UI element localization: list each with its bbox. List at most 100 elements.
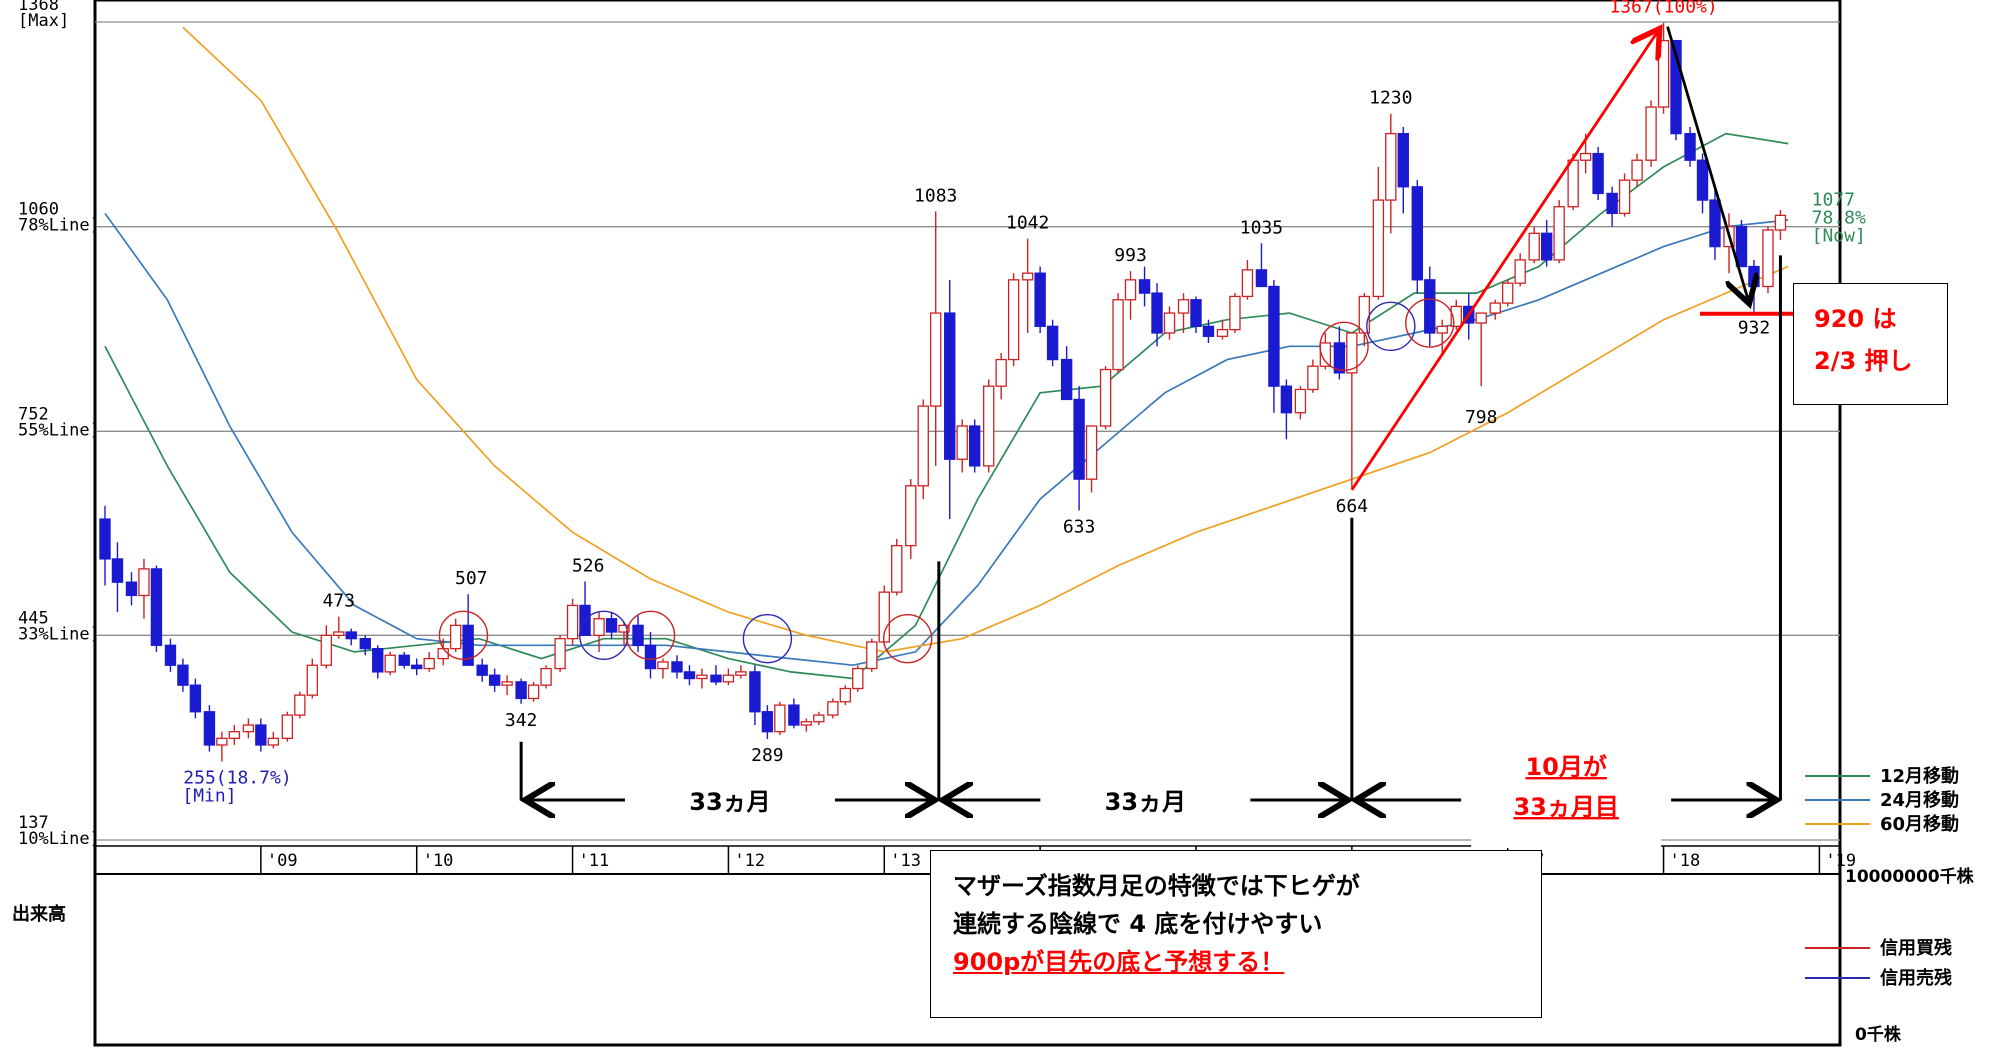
candle-down — [1268, 285, 1280, 387]
candle-up — [722, 674, 735, 683]
candle-up — [956, 425, 968, 460]
candle-up — [657, 661, 669, 670]
candle-down — [944, 312, 956, 460]
x-tick-label: '11 — [579, 851, 610, 871]
note-box: マザーズ指数月足の特徴では下ヒゲが 連続する陰線で 4 底を付けやすい 900p… — [930, 850, 1542, 1018]
candle-up — [813, 714, 825, 723]
candle-down — [345, 631, 357, 640]
candle-up — [905, 485, 917, 547]
point-label: 1230 — [1369, 88, 1412, 109]
candle-up — [242, 724, 255, 733]
legend-label: 60月移動 — [1880, 813, 1959, 835]
highlight-circle — [625, 610, 676, 661]
candle-down — [1280, 385, 1293, 414]
candle-up — [1489, 302, 1501, 314]
candle-down — [398, 654, 410, 666]
candle-down — [111, 558, 124, 583]
point-label: 993 — [1114, 245, 1147, 266]
point-label: 633 — [1063, 516, 1096, 537]
point-label: 473 — [323, 591, 356, 612]
trend-arrow-up — [1350, 29, 1660, 491]
candle-down — [476, 664, 488, 676]
candle-up — [554, 638, 566, 670]
legend-label: 信用売残 — [1880, 967, 1952, 989]
trend-arrow-down — [1666, 26, 1750, 304]
callout-line-2: 2/3 押し — [1814, 347, 1913, 375]
point-label: 1035 — [1240, 217, 1283, 238]
candle-down — [1151, 292, 1163, 334]
y-level-label: 1060 — [18, 200, 59, 220]
y-level-sublabel: 33%Line) — [18, 624, 100, 644]
candle-up — [995, 358, 1007, 387]
candle-down — [968, 425, 981, 467]
candle-up — [437, 647, 449, 660]
candle-up — [1124, 279, 1137, 301]
point-label: 1083 — [914, 185, 957, 206]
candle-down — [372, 647, 384, 673]
candle-up — [774, 704, 786, 733]
candle-up — [618, 624, 630, 633]
candle-up — [1085, 425, 1098, 480]
candle-up — [593, 618, 605, 636]
candle-up — [930, 312, 942, 407]
candle-down — [1046, 325, 1059, 361]
candle-down — [1397, 132, 1409, 188]
callout-box: 920 は 2/3 押し — [1793, 283, 1948, 405]
candle-up — [735, 671, 747, 676]
candle-up — [839, 687, 852, 703]
highlight-circle — [1366, 301, 1416, 352]
point-label: 664 — [1336, 496, 1369, 517]
candle-down — [1696, 159, 1709, 201]
point-label: 255(18.7%) — [183, 768, 291, 789]
legend-label: 24月移動 — [1880, 789, 1959, 811]
span-label-bg — [1471, 740, 1662, 848]
candle-down — [1034, 272, 1046, 327]
y-level-label: 137 — [18, 813, 49, 833]
candle-down — [1684, 132, 1696, 161]
candle-up — [1618, 179, 1631, 215]
candle-down — [462, 624, 474, 666]
candle-up — [1307, 365, 1319, 391]
candle-down — [515, 681, 527, 700]
candle-down — [164, 644, 177, 666]
candle-up — [1774, 214, 1787, 231]
candle-up — [1475, 312, 1487, 324]
candle-down — [644, 644, 657, 670]
legend-label: 信用買残 — [1880, 937, 1952, 959]
point-label: 289 — [751, 745, 784, 766]
point-label: 526 — [572, 556, 605, 577]
volume-axis-top: 10000000千株 — [1845, 866, 1975, 887]
candle-down — [1411, 186, 1424, 281]
candle-up — [216, 737, 228, 746]
candle-down — [411, 664, 423, 670]
candle-up — [1294, 388, 1307, 414]
volume-label: 出来高 — [12, 903, 66, 925]
candle-up — [1553, 206, 1565, 261]
x-tick-label: '09 — [267, 851, 298, 871]
y-level-label: 1368 — [18, 0, 59, 15]
candle-up — [1112, 299, 1124, 371]
candle-up — [827, 701, 839, 716]
candle-down — [1060, 358, 1073, 401]
candle-down — [99, 518, 111, 560]
highlight-circle — [1405, 298, 1455, 348]
candle-up — [1645, 106, 1657, 161]
point-label: 1367(100%) — [1609, 0, 1717, 18]
x-tick-label: '10 — [423, 851, 454, 871]
candle-up — [1567, 159, 1579, 208]
candle-up — [540, 667, 552, 686]
highlight-circle — [1319, 321, 1369, 371]
point-label: 1042 — [1006, 213, 1049, 234]
candle-down — [1202, 325, 1215, 337]
x-tick-label: '12 — [734, 851, 765, 871]
candle-down — [1709, 199, 1721, 248]
highlight-circle — [579, 610, 629, 661]
candle-down — [1606, 192, 1618, 215]
note-line-2: 連続する陰線で 4 底を付けやすい — [953, 910, 1323, 938]
x-tick-label: '13 — [890, 851, 921, 871]
candle-up — [1163, 312, 1176, 334]
candle-up — [1177, 299, 1190, 314]
